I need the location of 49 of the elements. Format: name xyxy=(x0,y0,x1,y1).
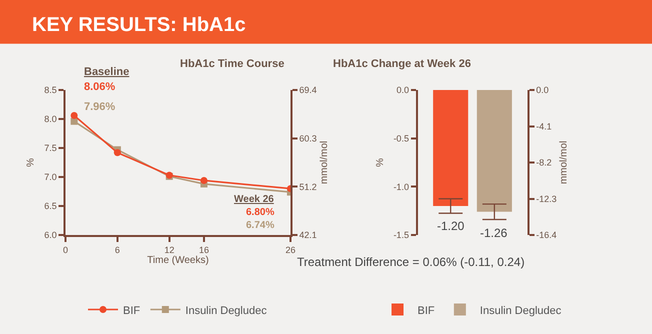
y-tick-label: -1.5 xyxy=(393,230,409,240)
legend-label: Insulin Degludec xyxy=(480,304,562,317)
y-tick-label: 6.5 xyxy=(44,201,57,212)
y-tick-label: 6.0 xyxy=(44,230,57,240)
legend-label: Insulin Degludec xyxy=(185,304,268,317)
annotation: 7.96% xyxy=(84,101,116,113)
y2-tick-label: -16.4 xyxy=(536,230,557,240)
y-tick-label: 8.0 xyxy=(44,114,57,124)
chart-title: HbA1c Change at Week 26 xyxy=(333,58,471,70)
y2-tick-label: 42.1 xyxy=(299,230,317,240)
annotation: 8.06% xyxy=(84,81,116,93)
x-axis-title: Time (Weeks) xyxy=(147,254,209,266)
x-tick-label: 12 xyxy=(164,244,174,255)
data-label: -1.26 xyxy=(480,226,508,240)
x-tick-label: 26 xyxy=(285,244,296,255)
y2-tick-label: 69.4 xyxy=(299,85,317,96)
text: Treatment Difference = 0.06% (-0.11, 0.24) xyxy=(297,255,525,269)
y-axis-title: % xyxy=(26,158,37,167)
y2-tick-label: -12.3 xyxy=(536,194,557,204)
x-tick-label: 0 xyxy=(63,244,68,255)
x-tick-label: 6 xyxy=(114,244,120,255)
chart-title: HbA1c Time Course xyxy=(180,58,284,70)
y2-axis-title: mmol/mol xyxy=(318,140,330,184)
annotation: 6.80% xyxy=(246,207,274,218)
y-tick-label: -0.5 xyxy=(393,133,409,144)
text: Baseline xyxy=(84,66,130,78)
y2-tick-label: 60.3 xyxy=(299,133,317,144)
text: KEY RESULTS: HbA1c xyxy=(32,14,246,36)
point xyxy=(114,149,121,156)
y-tick-label: 7.5 xyxy=(44,143,57,154)
y-tick-label: -1.0 xyxy=(393,182,409,192)
y2-tick-label: -8.2 xyxy=(536,158,552,168)
annotation: Week 26 xyxy=(234,194,274,205)
point xyxy=(200,176,208,184)
y-tick-label: 7.0 xyxy=(44,172,57,182)
data-label: -1.20 xyxy=(437,219,465,233)
y2-axis-title: mmol/mol xyxy=(558,140,570,184)
y-axis-title: % xyxy=(374,158,386,167)
legend-label: BIF xyxy=(123,304,140,317)
annotation: 6.74% xyxy=(246,220,274,231)
y-tick-label: 0.0 xyxy=(396,85,409,96)
y2-tick-label: -4.1 xyxy=(536,121,552,132)
legend-label: BIF xyxy=(418,304,435,317)
point xyxy=(70,112,78,120)
y2-tick-label: 51.2 xyxy=(299,182,317,192)
x-tick-label: 16 xyxy=(198,244,209,255)
y2-tick-label: 0.0 xyxy=(536,85,549,96)
y-tick-label: 8.5 xyxy=(44,85,57,96)
point xyxy=(70,118,78,125)
